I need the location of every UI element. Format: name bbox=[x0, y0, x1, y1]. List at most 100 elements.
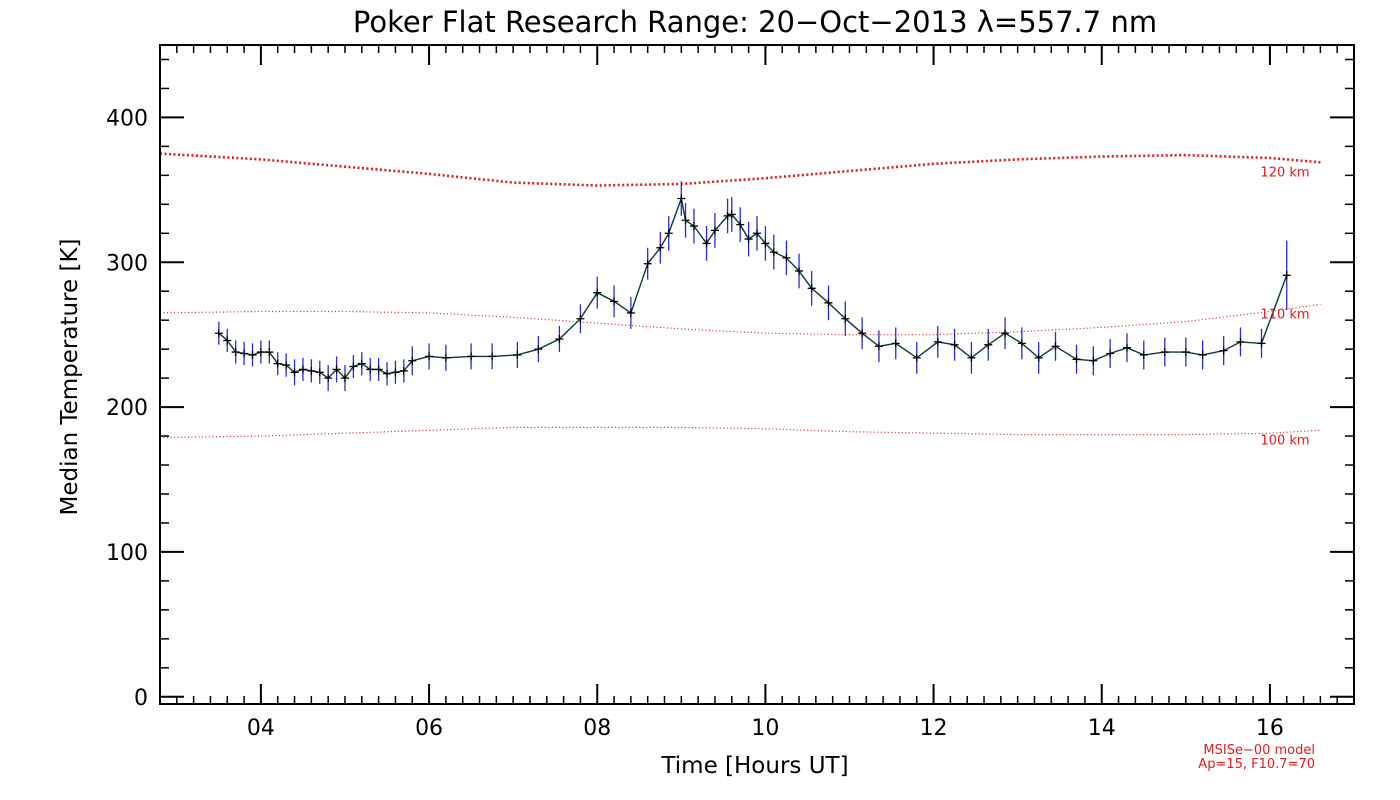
data-point bbox=[488, 352, 497, 361]
data-point bbox=[761, 239, 770, 248]
data-point bbox=[626, 308, 635, 317]
data-point bbox=[340, 374, 349, 383]
data-point bbox=[576, 314, 585, 323]
x-tick-label: 06 bbox=[415, 716, 443, 741]
data-point bbox=[231, 348, 240, 357]
data-point bbox=[315, 368, 324, 377]
data-point bbox=[467, 352, 476, 361]
data-point bbox=[702, 239, 711, 248]
data-point bbox=[332, 365, 341, 374]
x-tick-label: 10 bbox=[751, 716, 779, 741]
data-point bbox=[256, 348, 265, 357]
axis-ticks bbox=[159, 45, 1355, 704]
data-point bbox=[214, 329, 223, 338]
data-point bbox=[282, 361, 291, 370]
data-point bbox=[593, 288, 602, 297]
data-point bbox=[1106, 349, 1115, 358]
data-point bbox=[1257, 339, 1266, 348]
model-labels: 120 km 110 km 100 km bbox=[1260, 165, 1309, 448]
data-point bbox=[1122, 343, 1131, 352]
data-point bbox=[841, 314, 850, 323]
data-point bbox=[950, 340, 959, 349]
data-point bbox=[656, 243, 665, 252]
data-point bbox=[265, 348, 274, 357]
data-point bbox=[223, 336, 232, 345]
data-point bbox=[723, 211, 732, 220]
data-point bbox=[366, 365, 375, 374]
model-curve-120-km bbox=[159, 152, 1321, 187]
data-point bbox=[795, 266, 804, 275]
data-point bbox=[1034, 353, 1043, 362]
data-point bbox=[933, 337, 942, 346]
y-tick-label: 300 bbox=[106, 251, 148, 276]
data-point bbox=[290, 368, 299, 377]
data-points bbox=[214, 194, 1291, 383]
data-point bbox=[753, 229, 761, 238]
data-point bbox=[710, 226, 719, 235]
error-bars bbox=[218, 181, 1288, 392]
data-point bbox=[534, 345, 543, 354]
data-point bbox=[513, 350, 522, 359]
data-point bbox=[307, 366, 316, 375]
data-point bbox=[677, 194, 686, 203]
data-point bbox=[441, 353, 450, 362]
model-label: 100 km bbox=[1260, 433, 1309, 448]
data-point bbox=[858, 329, 867, 338]
data-point bbox=[1089, 356, 1098, 365]
model-curve-110-km bbox=[159, 303, 1321, 336]
x-tick-label: 12 bbox=[920, 716, 948, 741]
data-point bbox=[1282, 271, 1291, 280]
data-point bbox=[782, 253, 791, 262]
data-point bbox=[610, 297, 619, 306]
data-point bbox=[727, 210, 736, 219]
data-point bbox=[1160, 348, 1169, 357]
data-point bbox=[967, 353, 976, 362]
data-point bbox=[1001, 329, 1010, 338]
data-point bbox=[425, 352, 434, 361]
data-point bbox=[1139, 350, 1148, 359]
data-point bbox=[681, 216, 690, 225]
model-label: 120 km bbox=[1260, 165, 1309, 180]
chart-title: Poker Flat Research Range: 20−Oct−2013 λ… bbox=[353, 5, 1157, 39]
x-tick-label: 04 bbox=[247, 716, 275, 741]
data-point bbox=[1181, 348, 1190, 357]
data-point bbox=[807, 284, 816, 293]
y-tick-label: 200 bbox=[106, 396, 148, 421]
data-point bbox=[298, 365, 307, 374]
data-point bbox=[1236, 337, 1245, 346]
data-point bbox=[391, 368, 400, 377]
data-point bbox=[240, 349, 249, 358]
data-point bbox=[736, 220, 745, 229]
data-point bbox=[891, 339, 900, 348]
data-point bbox=[383, 369, 392, 378]
data-point bbox=[555, 335, 564, 344]
model-curves bbox=[159, 152, 1321, 439]
plot-frame bbox=[159, 44, 1355, 705]
x-tick-label: 14 bbox=[1088, 716, 1116, 741]
data-point bbox=[1017, 339, 1026, 348]
y-tick-label: 0 bbox=[134, 686, 148, 711]
data-point bbox=[374, 365, 383, 374]
data-point bbox=[273, 359, 282, 368]
data-point bbox=[744, 235, 753, 244]
data-point bbox=[408, 356, 417, 365]
data-point bbox=[1198, 350, 1207, 359]
data-point bbox=[912, 353, 921, 362]
model-curve-100-km bbox=[159, 426, 1321, 439]
data-point bbox=[664, 229, 673, 238]
model-params-note: Ap=15, F10.7=70 bbox=[1198, 757, 1315, 772]
data-point bbox=[349, 362, 358, 371]
y-axis-label: Median Temperature [K] bbox=[57, 239, 83, 516]
x-tick-label: 08 bbox=[583, 716, 611, 741]
data-point bbox=[1072, 355, 1081, 364]
data-point bbox=[984, 340, 993, 349]
y-tick-label: 400 bbox=[106, 106, 148, 131]
data-point bbox=[1219, 346, 1228, 355]
data-point bbox=[324, 374, 333, 383]
data-point bbox=[1051, 342, 1060, 351]
data-point bbox=[824, 298, 833, 307]
data-point bbox=[357, 359, 366, 368]
data-point bbox=[874, 342, 883, 351]
data-point bbox=[248, 350, 257, 359]
